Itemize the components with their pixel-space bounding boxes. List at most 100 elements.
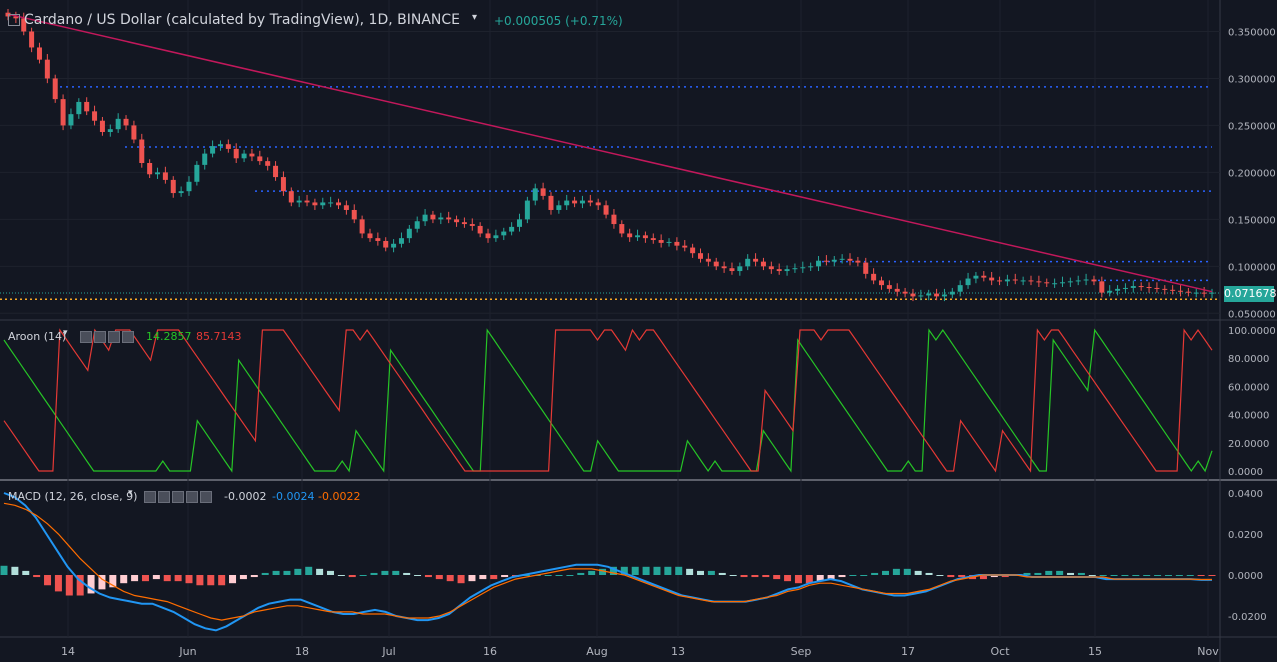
trendline xyxy=(9,13,1213,293)
macd-histogram-bar xyxy=(33,575,41,578)
candle-body xyxy=(21,18,27,32)
settings-icon[interactable] xyxy=(94,331,106,343)
macd-histogram-bar xyxy=(588,570,596,575)
candle-body xyxy=(823,260,829,262)
eye-icon[interactable] xyxy=(80,331,92,343)
x-tick-label: Jul xyxy=(381,645,395,658)
more-icon[interactable] xyxy=(186,491,198,503)
candle-body xyxy=(532,188,538,201)
candle-body xyxy=(1185,291,1191,293)
candle-body xyxy=(131,125,137,140)
macd-histogram-bar xyxy=(1132,575,1140,576)
candle-body xyxy=(312,202,318,206)
macd-histogram-bar xyxy=(54,575,62,592)
macd-histogram-bar xyxy=(131,575,139,582)
signal-line xyxy=(3,502,1212,621)
candle-body xyxy=(13,16,19,19)
macd-histogram-bar xyxy=(98,575,106,590)
candle-body xyxy=(1138,286,1144,288)
candle-body xyxy=(296,200,302,203)
eye-icon[interactable] xyxy=(144,491,156,503)
macd-histogram-bar xyxy=(490,575,498,580)
candle-body xyxy=(477,225,483,234)
macd-histogram-bar xyxy=(697,570,705,575)
close-icon[interactable] xyxy=(122,331,134,343)
price-tick-label: 0.300000 xyxy=(1228,74,1276,85)
candle-body xyxy=(1122,287,1128,289)
macd-histogram-bar xyxy=(751,575,759,578)
candle-body xyxy=(375,238,381,241)
candle-body xyxy=(328,202,334,204)
macd-histogram-bar xyxy=(359,575,367,576)
candle-body xyxy=(792,268,798,270)
candle-body xyxy=(170,179,176,194)
candle-body xyxy=(1004,279,1010,282)
macd-histogram-bar xyxy=(827,575,835,580)
macd-histogram-bar xyxy=(740,575,748,578)
candle-body xyxy=(1067,281,1073,283)
macd-histogram-bar xyxy=(174,575,182,582)
symbol-dropdown-icon[interactable]: ▾ xyxy=(472,12,478,23)
candle-body xyxy=(878,280,884,286)
candle-body xyxy=(265,161,271,166)
candle-body xyxy=(1075,280,1081,282)
macd-histogram-bar xyxy=(1045,570,1053,575)
source-icon[interactable] xyxy=(172,491,184,503)
candle-body xyxy=(414,221,420,229)
macd-signal-value: -0.0022 xyxy=(318,490,361,503)
macd-histogram-bar xyxy=(283,570,291,575)
candle-body xyxy=(981,275,987,278)
macd-histogram-bar xyxy=(762,575,770,578)
aroon-menu-icon[interactable]: ▾ xyxy=(63,328,68,338)
macd-menu-icon[interactable]: ▾ xyxy=(128,488,133,498)
candle-body xyxy=(705,258,711,262)
candle-body xyxy=(949,291,955,295)
candle-body xyxy=(760,261,766,267)
close-icon[interactable] xyxy=(200,491,212,503)
candle-body xyxy=(29,31,35,48)
candle-body xyxy=(367,233,373,239)
macd-histogram-bar xyxy=(457,575,465,584)
macd-histogram-bar xyxy=(11,566,19,575)
macd-histogram-bar xyxy=(370,572,378,575)
candle-body xyxy=(965,278,971,286)
macd-histogram-bar xyxy=(609,566,617,575)
candle-body xyxy=(84,101,90,112)
aroon-tick-label: 20.0000 xyxy=(1228,439,1269,450)
x-tick-label: Jun xyxy=(178,645,196,658)
candle-body xyxy=(430,214,436,220)
candle-body xyxy=(501,231,507,236)
macd-histogram-bar xyxy=(1056,570,1064,575)
candle-body xyxy=(776,269,782,272)
aroon-label[interactable]: Aroon (14) xyxy=(8,330,67,343)
candle-body xyxy=(564,200,570,206)
candle-body xyxy=(697,253,703,259)
macd-histogram-bar xyxy=(120,575,128,584)
settings-icon[interactable] xyxy=(158,491,170,503)
candle-body xyxy=(1154,287,1160,289)
candle-body xyxy=(800,267,806,269)
macd-histogram-bar xyxy=(76,575,84,596)
candle-body xyxy=(517,219,523,227)
macd-histogram-bar xyxy=(773,575,781,580)
macd-histogram-bar xyxy=(816,575,824,582)
candle-body xyxy=(642,235,648,239)
x-tick-label: Nov xyxy=(1197,645,1219,658)
candle-body xyxy=(225,144,231,149)
macd-label[interactable]: MACD (12, 26, close, 9) xyxy=(8,490,138,503)
macd-histogram-bar xyxy=(87,575,95,594)
macd-histogram-bar xyxy=(860,575,868,576)
candle-body xyxy=(548,195,554,210)
candle-body xyxy=(989,277,995,281)
macd-histogram-bar xyxy=(1023,572,1031,575)
more-icon[interactable] xyxy=(108,331,120,343)
macd-histogram-bar xyxy=(947,575,955,578)
macd-histogram-bar xyxy=(1208,575,1216,576)
collapse-icon[interactable] xyxy=(8,14,20,26)
candle-body xyxy=(729,268,735,272)
candle-body xyxy=(627,233,633,238)
candle-body xyxy=(454,219,460,223)
candle-body xyxy=(926,293,932,296)
candle-body xyxy=(753,258,759,262)
